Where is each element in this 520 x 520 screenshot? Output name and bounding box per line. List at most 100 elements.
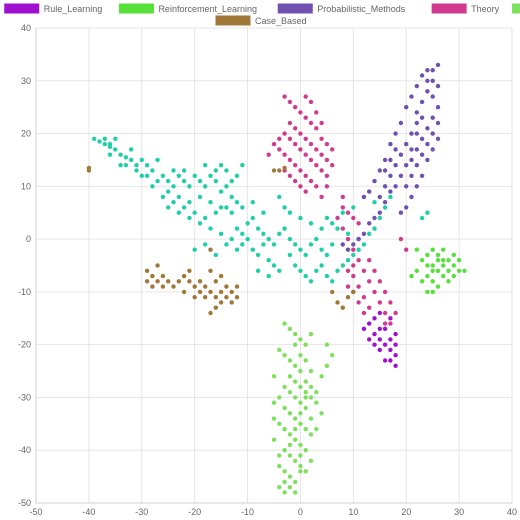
data-point[interactable] bbox=[293, 163, 298, 168]
data-point[interactable] bbox=[340, 263, 345, 268]
data-point[interactable] bbox=[409, 147, 414, 152]
data-point[interactable] bbox=[181, 205, 187, 210]
data-point[interactable] bbox=[287, 390, 293, 395]
data-point[interactable] bbox=[425, 89, 430, 94]
data-point[interactable] bbox=[208, 173, 213, 178]
data-point[interactable] bbox=[377, 210, 382, 215]
data-point[interactable] bbox=[293, 342, 298, 347]
data-point[interactable] bbox=[287, 453, 293, 458]
data-point[interactable] bbox=[382, 168, 388, 173]
data-point[interactable] bbox=[308, 141, 314, 147]
data-point[interactable] bbox=[356, 300, 361, 305]
data-point[interactable] bbox=[393, 363, 398, 368]
data-point[interactable] bbox=[446, 258, 451, 263]
data-point[interactable] bbox=[414, 268, 419, 273]
data-point[interactable] bbox=[382, 326, 388, 331]
data-point[interactable] bbox=[361, 268, 367, 273]
data-point[interactable] bbox=[293, 395, 298, 400]
data-point[interactable] bbox=[425, 289, 430, 295]
data-point[interactable] bbox=[287, 210, 293, 215]
data-point[interactable] bbox=[367, 279, 372, 284]
data-point[interactable] bbox=[192, 247, 197, 252]
data-point[interactable] bbox=[409, 131, 414, 136]
data-point[interactable] bbox=[456, 268, 462, 273]
data-point[interactable] bbox=[150, 284, 155, 289]
data-point[interactable] bbox=[308, 242, 314, 247]
data-point[interactable] bbox=[245, 221, 250, 226]
data-point[interactable] bbox=[277, 421, 282, 426]
data-point[interactable] bbox=[335, 300, 340, 305]
data-point[interactable] bbox=[425, 68, 430, 73]
data-point[interactable] bbox=[144, 173, 150, 178]
data-point[interactable] bbox=[224, 295, 229, 300]
data-point[interactable] bbox=[197, 289, 203, 295]
data-point[interactable] bbox=[107, 141, 113, 147]
data-point[interactable] bbox=[441, 273, 446, 279]
data-point[interactable] bbox=[314, 163, 319, 168]
data-point[interactable] bbox=[187, 215, 192, 221]
data-point[interactable] bbox=[298, 442, 303, 448]
data-point[interactable] bbox=[414, 120, 419, 126]
data-point[interactable] bbox=[282, 353, 287, 358]
data-point[interactable] bbox=[287, 474, 293, 479]
data-point[interactable] bbox=[255, 268, 261, 273]
data-point[interactable] bbox=[388, 300, 393, 305]
data-point[interactable] bbox=[187, 279, 192, 284]
data-point[interactable] bbox=[372, 268, 377, 273]
data-point[interactable] bbox=[314, 110, 319, 115]
data-point[interactable] bbox=[277, 463, 282, 469]
data-point[interactable] bbox=[298, 400, 303, 405]
data-point[interactable] bbox=[293, 242, 298, 247]
data-point[interactable] bbox=[234, 226, 240, 231]
data-point[interactable] bbox=[388, 141, 393, 147]
data-point[interactable] bbox=[160, 273, 166, 279]
data-point[interactable] bbox=[298, 268, 303, 273]
data-point[interactable] bbox=[271, 437, 277, 442]
data-point[interactable] bbox=[213, 168, 218, 173]
data-point[interactable] bbox=[150, 184, 155, 189]
data-point[interactable] bbox=[367, 305, 372, 310]
data-point[interactable] bbox=[282, 448, 287, 453]
data-point[interactable] bbox=[393, 131, 398, 136]
data-point[interactable] bbox=[377, 326, 382, 331]
data-point[interactable] bbox=[377, 300, 382, 305]
data-point[interactable] bbox=[388, 316, 393, 321]
data-point[interactable] bbox=[92, 136, 97, 141]
data-point[interactable] bbox=[261, 231, 266, 236]
data-point[interactable] bbox=[451, 252, 456, 258]
data-point[interactable] bbox=[293, 178, 298, 184]
data-point[interactable] bbox=[351, 247, 356, 252]
data-point[interactable] bbox=[398, 120, 404, 126]
data-point[interactable] bbox=[303, 115, 308, 120]
data-point[interactable] bbox=[266, 236, 271, 242]
data-point[interactable] bbox=[356, 258, 361, 263]
data-point[interactable] bbox=[388, 358, 393, 363]
data-point[interactable] bbox=[398, 173, 404, 178]
data-point[interactable] bbox=[271, 242, 277, 247]
data-point[interactable] bbox=[361, 242, 367, 247]
data-point[interactable] bbox=[382, 342, 388, 347]
data-point[interactable] bbox=[113, 147, 118, 152]
data-point[interactable] bbox=[303, 94, 308, 99]
data-point[interactable] bbox=[298, 411, 303, 416]
data-point[interactable] bbox=[324, 173, 330, 178]
data-point[interactable] bbox=[372, 342, 377, 347]
data-point[interactable] bbox=[330, 353, 335, 358]
data-point[interactable] bbox=[129, 147, 134, 152]
data-point[interactable] bbox=[155, 263, 160, 268]
data-point[interactable] bbox=[271, 168, 277, 173]
data-point[interactable] bbox=[351, 215, 356, 221]
data-point[interactable] bbox=[282, 321, 287, 326]
data-point[interactable] bbox=[271, 374, 277, 379]
data-point[interactable] bbox=[372, 178, 377, 184]
data-point[interactable] bbox=[218, 163, 224, 168]
data-point[interactable] bbox=[319, 168, 324, 173]
data-point[interactable] bbox=[303, 469, 308, 474]
data-point[interactable] bbox=[277, 136, 282, 141]
data-point[interactable] bbox=[139, 157, 144, 163]
data-point[interactable] bbox=[293, 379, 298, 384]
data-point[interactable] bbox=[229, 178, 234, 184]
data-point[interactable] bbox=[298, 110, 303, 115]
data-point[interactable] bbox=[261, 242, 266, 247]
data-point[interactable] bbox=[367, 258, 372, 263]
